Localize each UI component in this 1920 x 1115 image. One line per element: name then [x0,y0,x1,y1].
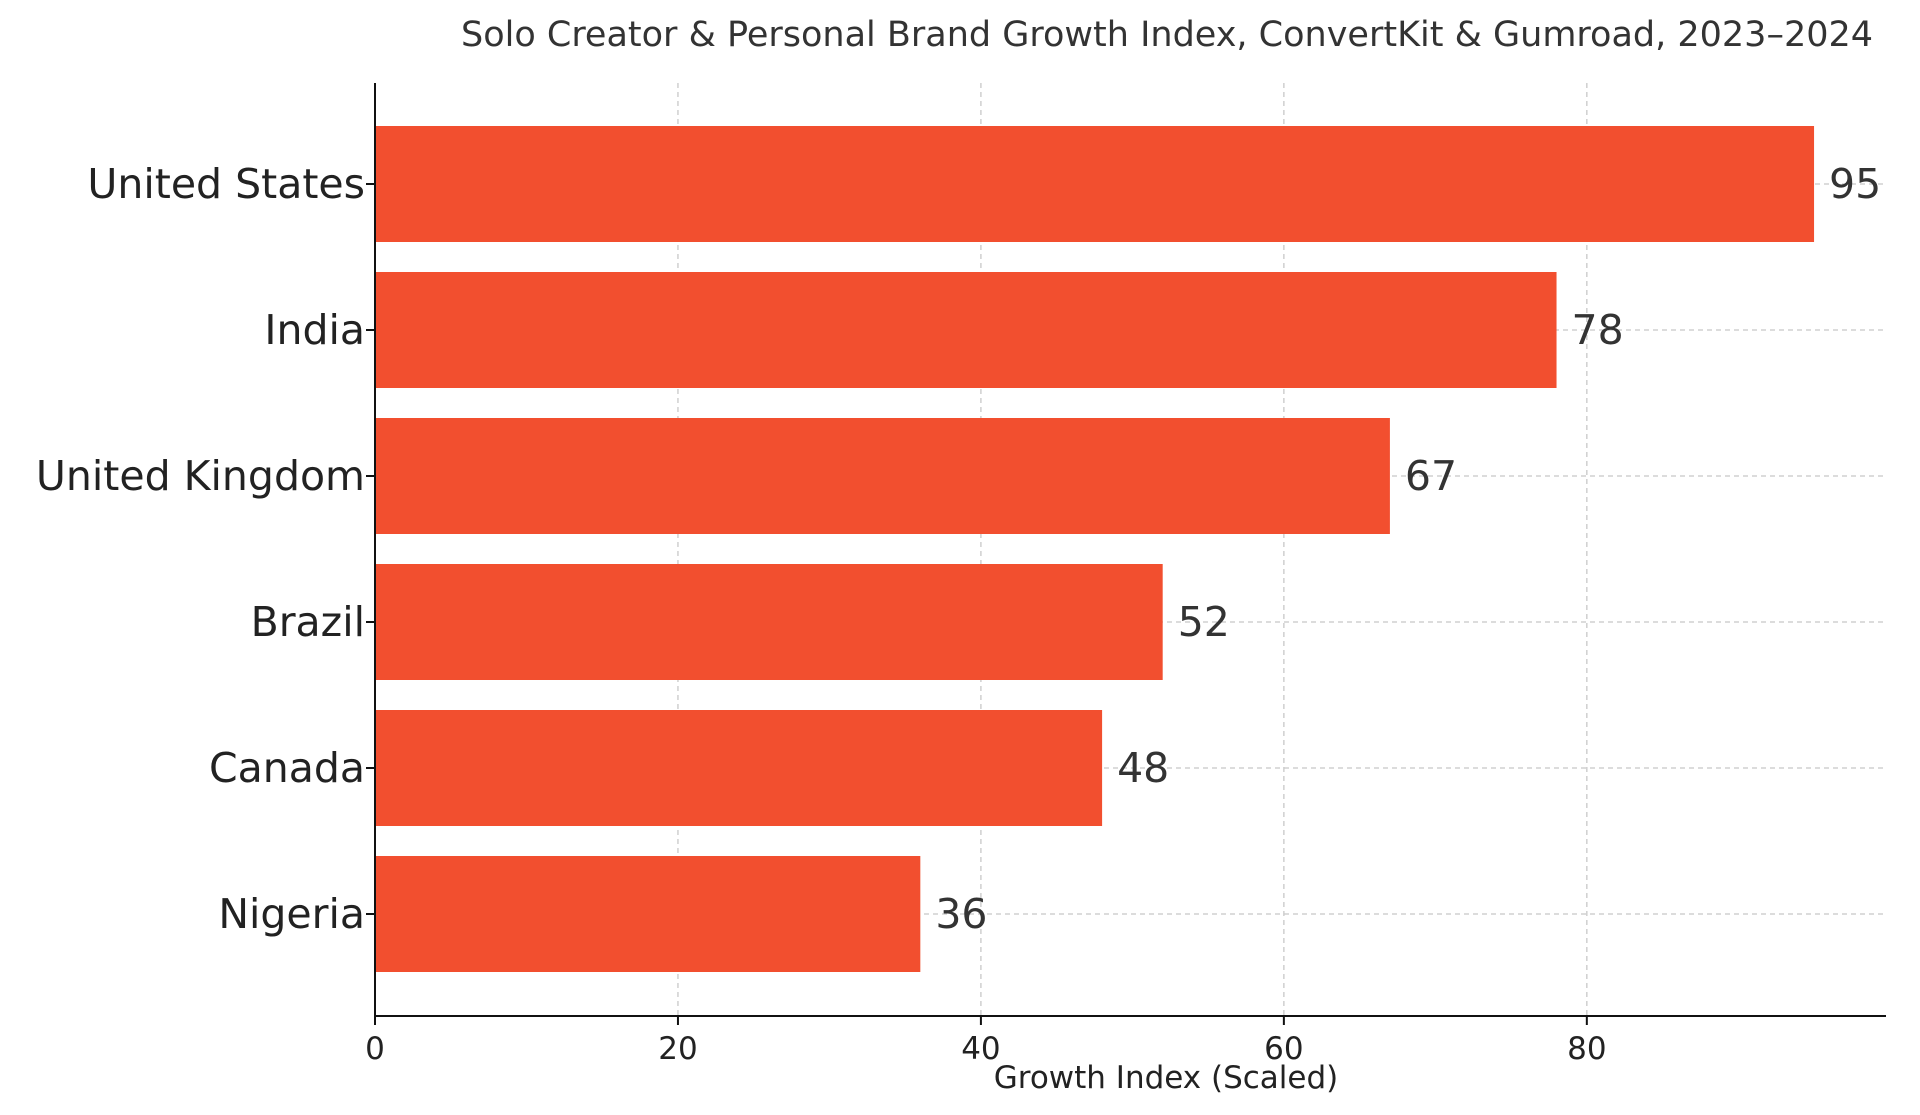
value-label: 67 [1405,452,1457,500]
value-label: 48 [1117,744,1169,792]
category-label: Canada [209,744,365,792]
labels: 0 20 40 60 80 United States 95 India 78 United Ki… [36,160,1881,1067]
bar [375,856,921,972]
x-tick-label: 40 [961,1031,1000,1067]
x-tick-label: 0 [365,1031,385,1067]
value-label: 78 [1572,306,1624,354]
bar [375,564,1163,680]
bar [375,126,1815,242]
value-label: 52 [1178,598,1230,646]
x-tick-label: 80 [1567,1031,1606,1067]
category-label: Brazil [251,598,365,646]
bar [375,272,1557,388]
x-tick-label: 60 [1264,1031,1303,1067]
value-label: 36 [935,890,987,938]
value-label: 95 [1829,160,1881,208]
bars [375,126,1815,972]
category-label: United States [87,160,365,208]
chart-title: Solo Creator & Personal Brand Growth Ind… [461,15,1873,55]
category-label: United Kingdom [36,452,365,500]
x-axis-label: Growth Index (Scaled) [994,1060,1339,1096]
x-tick-label: 20 [658,1031,697,1067]
category-label: India [264,306,365,354]
category-label: Nigeria [218,890,365,938]
bar [375,418,1390,534]
bar [375,710,1103,826]
axes [366,83,1886,1025]
